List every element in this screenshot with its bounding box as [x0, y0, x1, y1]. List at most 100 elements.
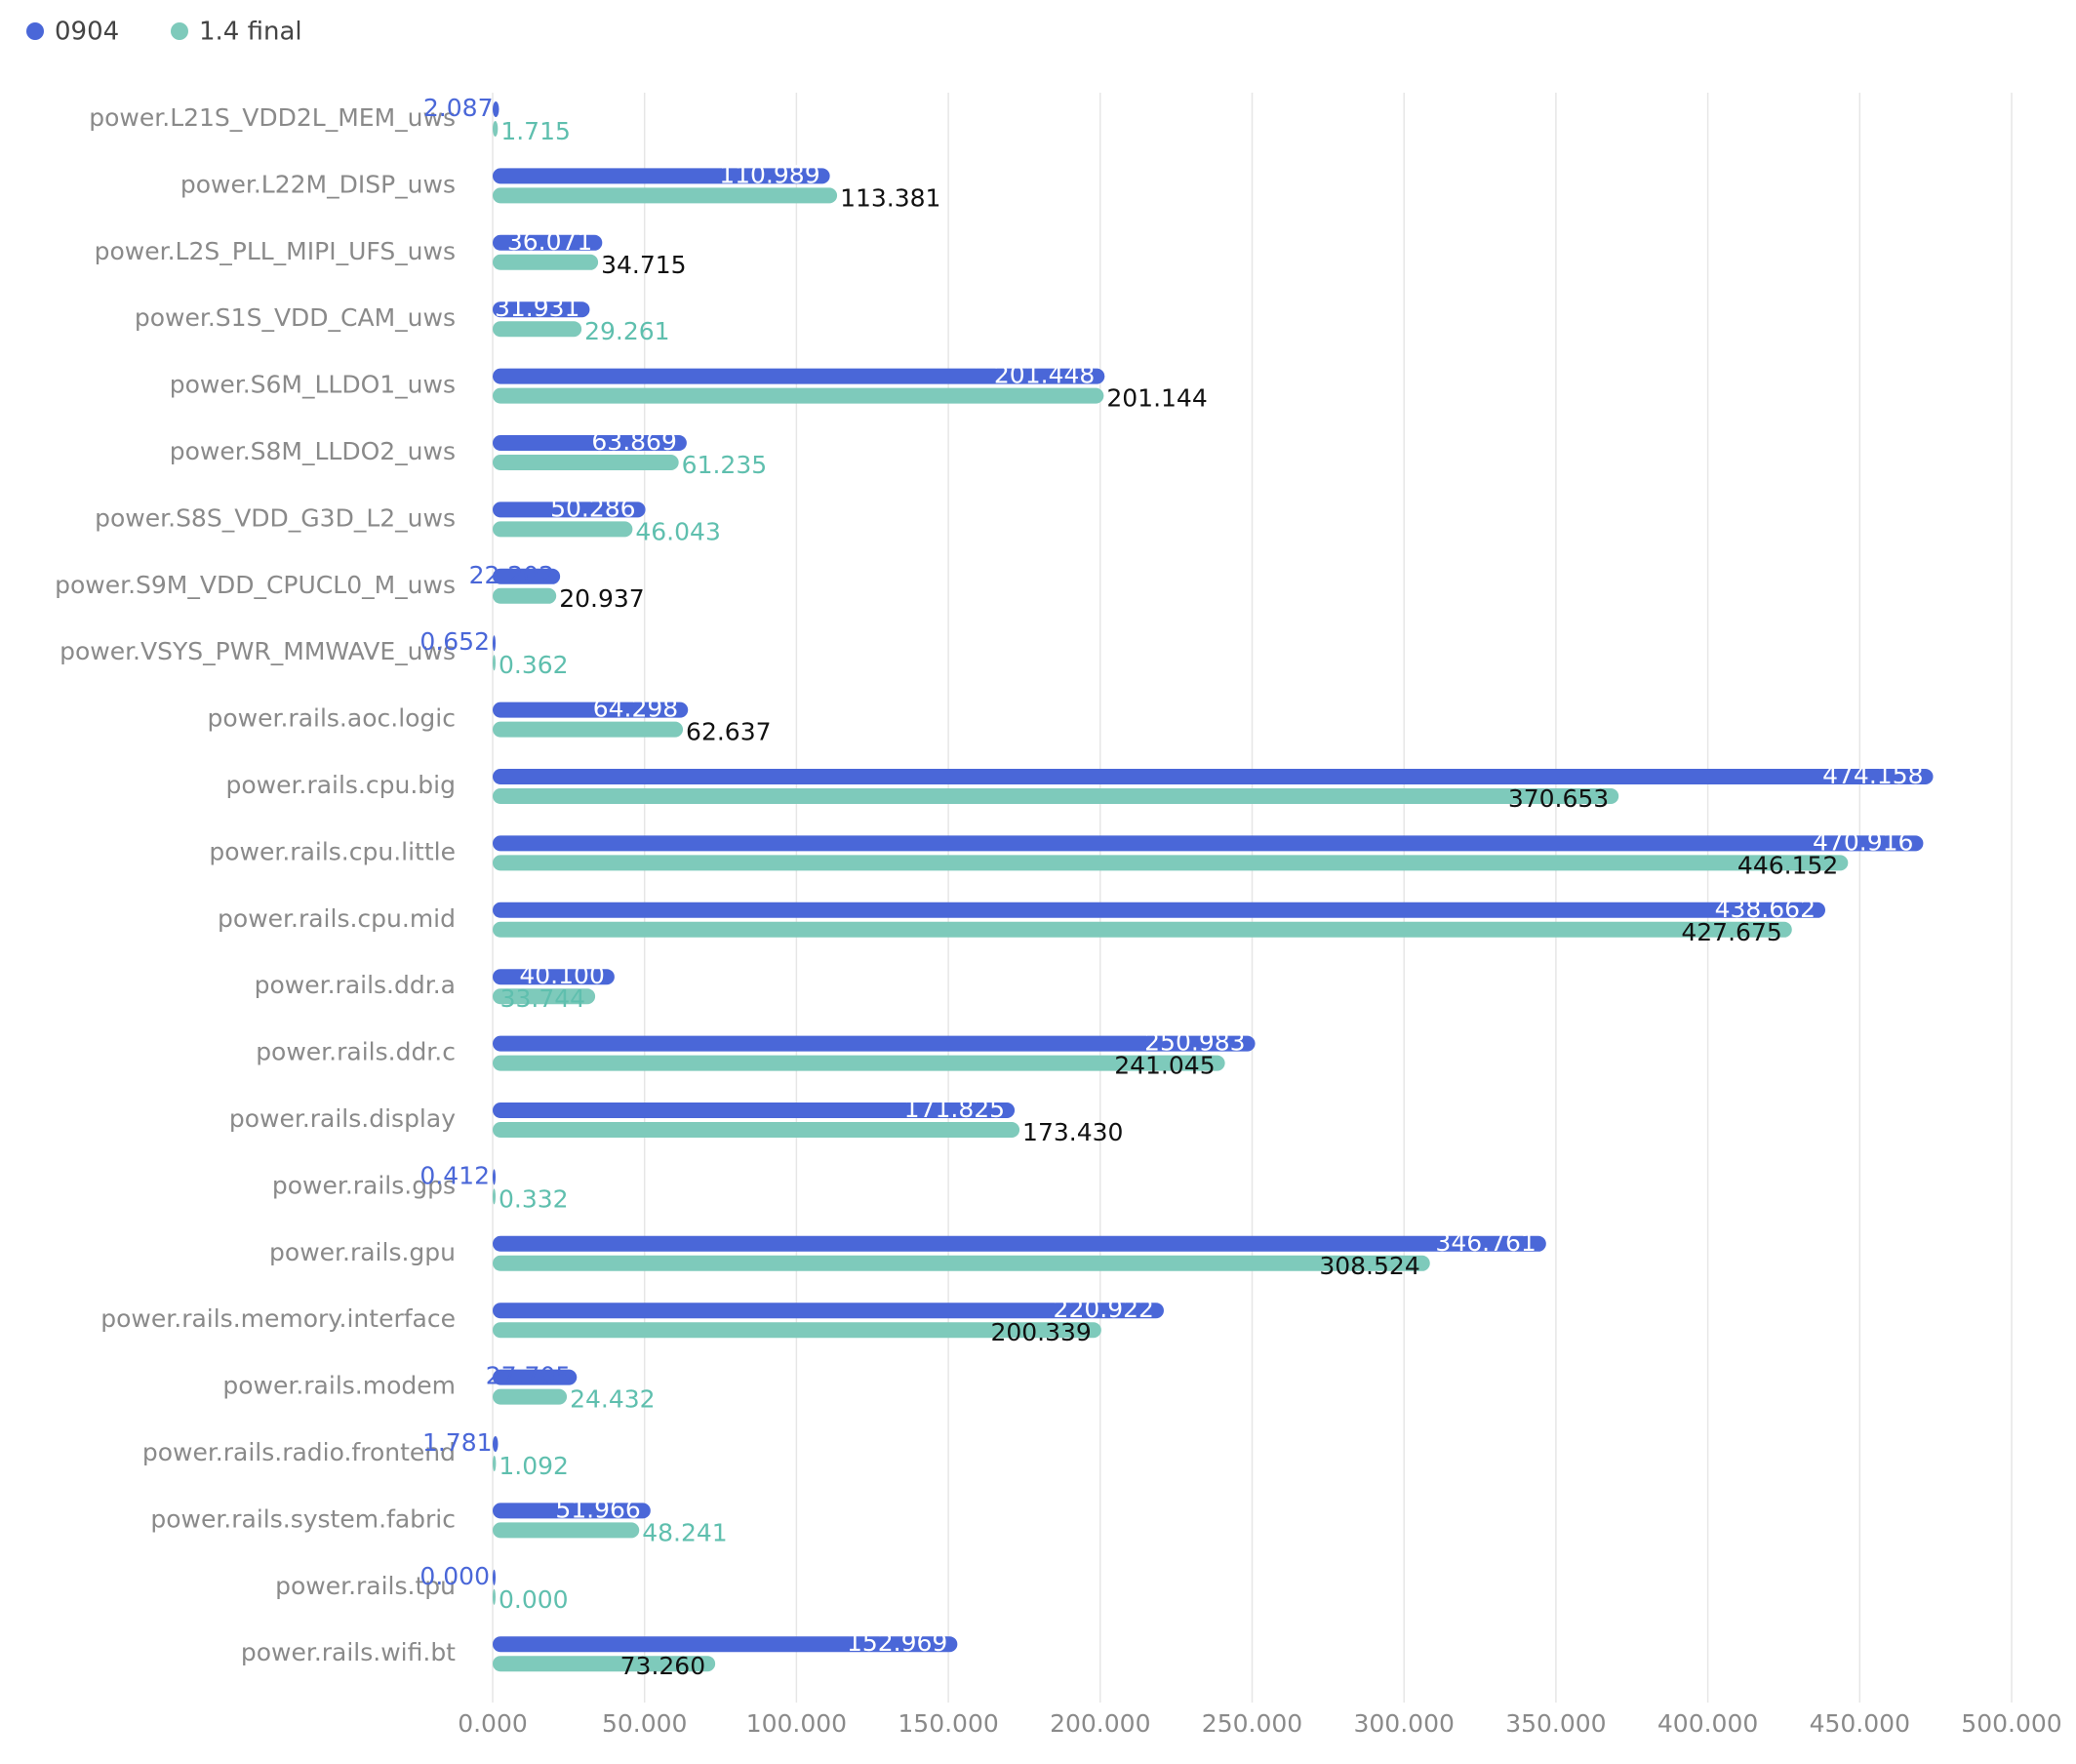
- x-tick-label: 450.000: [1810, 1709, 1910, 1738]
- value-label: 33.744: [500, 984, 585, 1013]
- value-label: 0.362: [499, 651, 569, 679]
- bar: [493, 721, 684, 738]
- value-label: 308.524: [1319, 1252, 1419, 1280]
- value-label: 152.969: [847, 1628, 947, 1657]
- category-label: power.rails.ddr.c: [256, 1038, 456, 1066]
- category-label: power.rails.memory.interface: [100, 1304, 456, 1333]
- bar: [493, 702, 689, 718]
- bar: [493, 1369, 578, 1385]
- value-label: 250.983: [1144, 1028, 1245, 1057]
- category-label: power.S8M_LLDO2_uws: [170, 437, 456, 465]
- value-label: 438.662: [1715, 895, 1816, 923]
- value-label: 110.989: [719, 160, 819, 188]
- category-label: power.rails.wifi.bt: [241, 1638, 456, 1666]
- bar: [493, 1322, 1101, 1339]
- bar: [493, 921, 1792, 938]
- x-tick-label: 200.000: [1050, 1709, 1150, 1738]
- value-label: 427.675: [1681, 918, 1781, 946]
- category-label: power.rails.gps: [272, 1171, 456, 1199]
- category-label: power.rails.cpu.big: [226, 771, 456, 799]
- value-label: 63.869: [591, 427, 676, 456]
- bar: [493, 1035, 1256, 1052]
- bar: [493, 855, 1849, 871]
- bar: [493, 1503, 651, 1519]
- value-label: 31.931: [495, 294, 579, 322]
- bar: [493, 568, 561, 584]
- value-label: 51.966: [555, 1495, 640, 1523]
- x-tick-label: 50.000: [602, 1709, 687, 1738]
- bar: [493, 501, 646, 518]
- value-label: 0.332: [499, 1184, 569, 1213]
- legend-label: 1.4 final: [199, 18, 302, 47]
- value-label: 201.448: [994, 361, 1095, 389]
- value-label: 200.339: [990, 1318, 1091, 1346]
- bar: [493, 435, 687, 451]
- value-label: 36.071: [507, 227, 592, 256]
- bar: [493, 121, 499, 137]
- value-label: 171.825: [904, 1095, 1005, 1123]
- x-tick-label: 150.000: [898, 1709, 998, 1738]
- category-label: power.rails.ddr.a: [255, 971, 456, 999]
- bar: [493, 969, 615, 985]
- legend-label: 0904: [55, 18, 119, 47]
- bar: [493, 835, 1924, 852]
- bar: [493, 1456, 497, 1471]
- legend-marker: [26, 22, 44, 40]
- x-tick-label: 350.000: [1505, 1709, 1606, 1738]
- value-label: 370.653: [1508, 784, 1609, 813]
- value-label: 220.922: [1054, 1295, 1154, 1323]
- bar: [493, 187, 838, 204]
- category-label: power.L22M_DISP_uws: [180, 170, 456, 198]
- bar: [493, 1522, 640, 1539]
- bar: [493, 635, 496, 652]
- bar: [493, 455, 679, 470]
- category-label: power.S8S_VDD_G3D_L2_uws: [95, 503, 456, 532]
- value-label: 40.100: [519, 961, 604, 989]
- category-label: power.VSYS_PWR_MMWAVE_uws: [60, 637, 456, 665]
- value-label: 46.043: [635, 517, 720, 545]
- bar: [493, 1255, 1430, 1271]
- bar: [493, 1636, 958, 1653]
- value-label: 20.937: [559, 584, 644, 613]
- value-label: 0.000: [499, 1585, 569, 1614]
- bar: [493, 1388, 568, 1405]
- x-tick-label: 500.000: [1961, 1709, 2061, 1738]
- value-label: 2.087: [423, 94, 494, 122]
- value-label: 346.761: [1435, 1228, 1536, 1257]
- bar: [493, 1569, 496, 1585]
- bar: [493, 769, 1934, 784]
- bar: [493, 301, 590, 318]
- value-label: 0.652: [419, 627, 490, 656]
- bar: [493, 234, 603, 251]
- x-tick-label: 250.000: [1202, 1709, 1302, 1738]
- category-label: power.L2S_PLL_MIPI_UFS_uws: [95, 237, 456, 265]
- value-label: 0.412: [419, 1161, 490, 1189]
- value-label: 1.092: [499, 1452, 569, 1480]
- category-label: power.S1S_VDD_CAM_uws: [135, 303, 456, 332]
- bar: [493, 368, 1105, 384]
- bar: [493, 988, 596, 1005]
- value-label: 34.715: [601, 251, 686, 279]
- bar: [493, 101, 499, 117]
- value-label: 241.045: [1114, 1052, 1215, 1080]
- category-label: power.S6M_LLDO1_uws: [170, 371, 456, 399]
- value-label: 470.916: [1813, 827, 1913, 856]
- value-label: 446.152: [1737, 851, 1838, 879]
- category-label: power.S9M_VDD_CPUCL0_M_uws: [55, 571, 456, 599]
- category-label: power.L21S_VDD2L_MEM_uws: [89, 103, 456, 132]
- value-label: 61.235: [682, 451, 767, 479]
- category-label: power.rails.gpu: [269, 1238, 456, 1266]
- category-label: power.rails.cpu.mid: [218, 904, 456, 933]
- value-label: 113.381: [840, 183, 940, 212]
- x-tick-label: 100.000: [746, 1709, 847, 1738]
- value-label: 73.260: [620, 1652, 705, 1680]
- value-label: 24.432: [570, 1385, 655, 1414]
- value-label: 64.298: [593, 695, 678, 723]
- bar: [493, 1055, 1225, 1071]
- x-tick-label: 300.000: [1354, 1709, 1455, 1738]
- category-label: power.rails.radio.frontend: [142, 1438, 456, 1466]
- bar: [493, 1436, 499, 1452]
- bar: [493, 902, 1825, 918]
- category-label: power.rails.modem: [222, 1372, 456, 1400]
